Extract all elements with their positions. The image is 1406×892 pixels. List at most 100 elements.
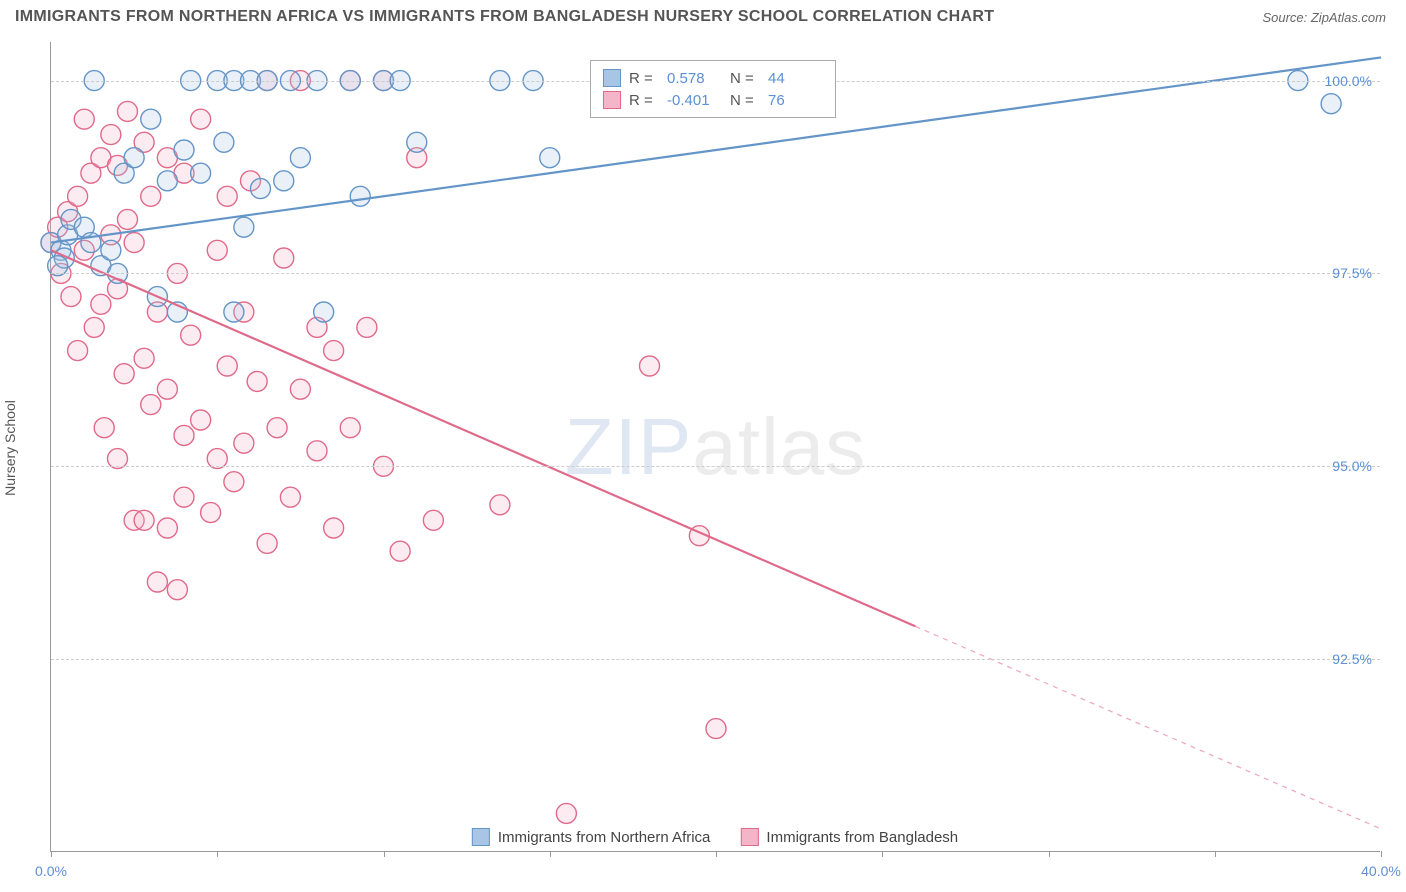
scatter-point	[134, 510, 154, 530]
xtick	[51, 851, 52, 857]
scatter-point	[290, 148, 310, 168]
series-legend-item-2: Immigrants from Bangladesh	[740, 828, 958, 846]
scatter-point	[1321, 94, 1341, 114]
scatter-point	[61, 287, 81, 307]
chart-title: IMMIGRANTS FROM NORTHERN AFRICA VS IMMIG…	[15, 8, 994, 26]
xtick-label: 40.0%	[1361, 863, 1401, 879]
scatter-point	[257, 533, 277, 553]
scatter-point	[114, 364, 134, 384]
scatter-point	[157, 171, 177, 191]
legend-n-value-1: 44	[768, 70, 823, 87]
legend-row-series-1: R = 0.578 N = 44	[603, 67, 823, 89]
scatter-point	[274, 171, 294, 191]
gridline-h	[51, 466, 1380, 467]
scatter-point	[324, 518, 344, 538]
scatter-point	[490, 495, 510, 515]
scatter-point	[250, 179, 270, 199]
xtick	[716, 851, 717, 857]
scatter-point	[124, 148, 144, 168]
scatter-point	[141, 186, 161, 206]
source-label: Source:	[1262, 10, 1310, 25]
scatter-point	[423, 510, 443, 530]
scatter-point	[141, 109, 161, 129]
scatter-point	[207, 240, 227, 260]
scatter-point	[101, 240, 121, 260]
legend-r-label-2: R =	[629, 92, 659, 109]
scatter-point	[134, 348, 154, 368]
scatter-point	[217, 186, 237, 206]
scatter-point	[357, 317, 377, 337]
ytick-label: 95.0%	[1332, 458, 1372, 474]
series-swatch-2	[740, 828, 758, 846]
source-attribution: Source: ZipAtlas.com	[1262, 10, 1386, 25]
xtick	[882, 851, 883, 857]
scatter-point	[214, 132, 234, 152]
legend-n-label-2: N =	[730, 92, 760, 109]
scatter-point	[234, 217, 254, 237]
xtick	[384, 851, 385, 857]
xtick-label: 0.0%	[35, 863, 67, 879]
scatter-point	[68, 186, 88, 206]
scatter-point	[224, 472, 244, 492]
scatter-point	[147, 572, 167, 592]
series-legend: Immigrants from Northern Africa Immigran…	[472, 828, 958, 846]
chart-header: IMMIGRANTS FROM NORTHERN AFRICA VS IMMIG…	[0, 0, 1406, 34]
legend-n-value-2: 76	[768, 92, 823, 109]
xtick	[550, 851, 551, 857]
xtick	[1381, 851, 1382, 857]
scatter-point	[117, 101, 137, 121]
scatter-point	[350, 186, 370, 206]
ytick-label: 100.0%	[1325, 73, 1372, 89]
gridline-h	[51, 659, 1380, 660]
scatter-point	[290, 379, 310, 399]
scatter-point	[157, 518, 177, 538]
scatter-point	[307, 441, 327, 461]
y-axis-label: Nursery School	[2, 400, 18, 496]
scatter-point	[84, 317, 104, 337]
series-swatch-1	[472, 828, 490, 846]
scatter-point	[324, 341, 344, 361]
series-label-1: Immigrants from Northern Africa	[498, 829, 711, 846]
scatter-point	[174, 487, 194, 507]
scatter-point	[157, 379, 177, 399]
scatter-point	[340, 418, 360, 438]
legend-r-label-1: R =	[629, 70, 659, 87]
scatter-point	[201, 503, 221, 523]
legend-swatch-2	[603, 91, 621, 109]
scatter-point	[191, 163, 211, 183]
xtick	[1049, 851, 1050, 857]
trend-line-dashed	[916, 626, 1382, 829]
legend-row-series-2: R = -0.401 N = 76	[603, 89, 823, 111]
scatter-point	[274, 248, 294, 268]
legend-swatch-1	[603, 69, 621, 87]
source-name: ZipAtlas.com	[1311, 10, 1386, 25]
scatter-point	[407, 132, 427, 152]
ytick-label: 92.5%	[1332, 651, 1372, 667]
scatter-point	[117, 209, 137, 229]
scatter-point	[174, 425, 194, 445]
scatter-point	[74, 109, 94, 129]
scatter-point	[167, 580, 187, 600]
scatter-point	[191, 410, 211, 430]
scatter-point	[94, 418, 114, 438]
scatter-point	[540, 148, 560, 168]
plot-svg	[51, 42, 1380, 851]
legend-n-label-1: N =	[730, 70, 760, 87]
scatter-point	[247, 371, 267, 391]
scatter-point	[267, 418, 287, 438]
scatter-point	[234, 433, 254, 453]
scatter-point	[91, 294, 111, 314]
scatter-point	[191, 109, 211, 129]
scatter-point	[181, 325, 201, 345]
scatter-point	[706, 719, 726, 739]
scatter-point	[556, 803, 576, 823]
plot-region: ZIPatlas 92.5%95.0%97.5%100.0%0.0%40.0%	[50, 42, 1380, 852]
chart-area: ZIPatlas 92.5%95.0%97.5%100.0%0.0%40.0% …	[50, 42, 1380, 852]
legend-r-value-1: 0.578	[667, 70, 722, 87]
series-legend-item-1: Immigrants from Northern Africa	[472, 828, 711, 846]
xtick	[217, 851, 218, 857]
scatter-point	[101, 125, 121, 145]
xtick	[1215, 851, 1216, 857]
scatter-point	[224, 302, 244, 322]
series-label-2: Immigrants from Bangladesh	[766, 829, 958, 846]
